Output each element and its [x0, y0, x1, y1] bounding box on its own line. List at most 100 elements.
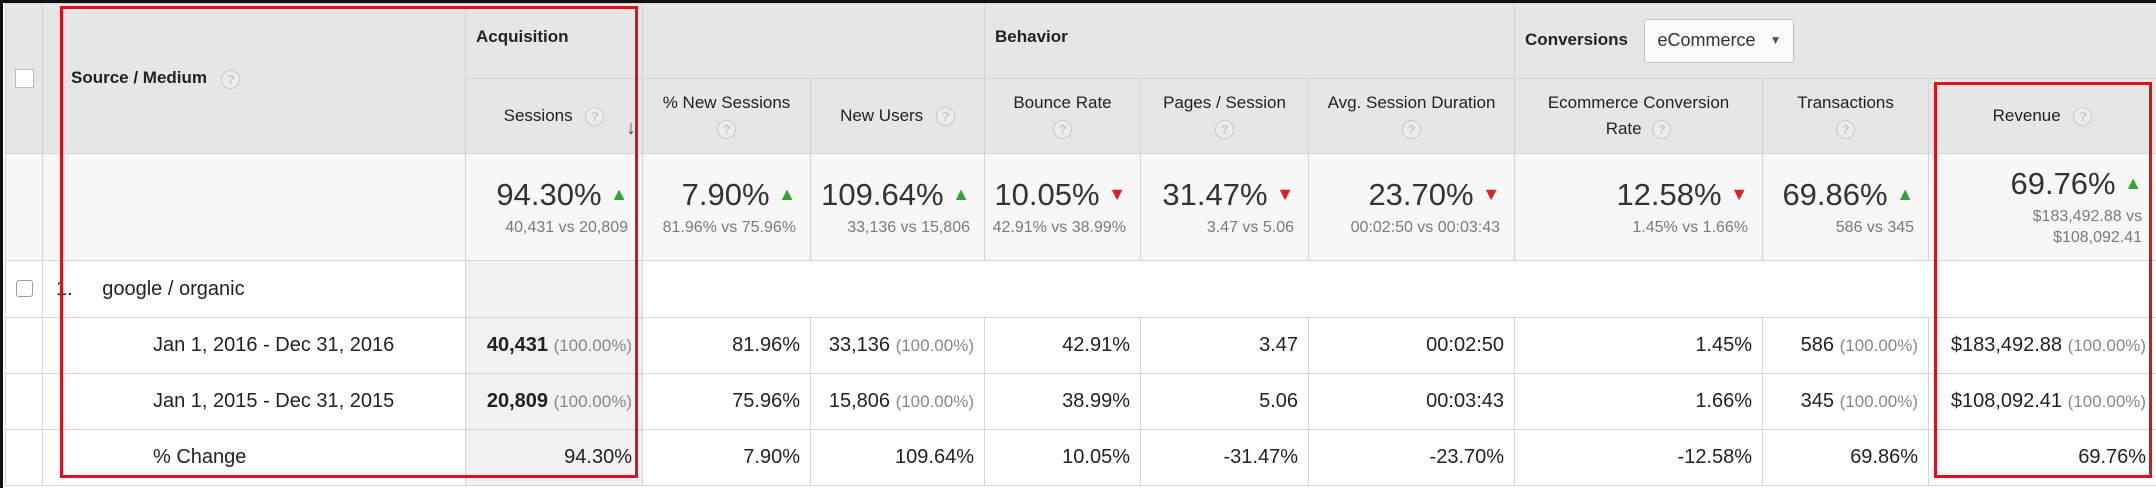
- cell-transactions-value: 345: [1800, 390, 1835, 412]
- cell-revenue: $108,092.41 (100.00%): [1928, 373, 2156, 430]
- row-checkbox-spacer: [5, 317, 43, 374]
- trend-down-icon: ▼: [1108, 183, 1126, 204]
- help-icon[interactable]: ?: [717, 120, 736, 140]
- col-transactions[interactable]: Transactions ?: [1762, 78, 1930, 154]
- summary-compare: 42.91% vs 38.99%: [992, 218, 1126, 236]
- cell-sessions-pct: (100.00%): [553, 392, 632, 411]
- change-new-sessions: 7.90%: [642, 429, 811, 486]
- cell-transactions-pct: (100.00%): [1839, 336, 1919, 355]
- summary-cell: 7.90% ▲ 81.96% vs 75.96%: [642, 153, 811, 261]
- col-ecommerce-conversion-rate[interactable]: Ecommerce Conversion Rate ?: [1514, 78, 1764, 154]
- cell-avg-duration: 00:02:50: [1307, 317, 1516, 374]
- summary-value: 31.47%: [1162, 176, 1268, 212]
- cell-pages-session: 5.06: [1140, 373, 1309, 430]
- summary-value: 23.70%: [1368, 176, 1474, 212]
- cell-bounce-rate: 42.91%: [984, 317, 1141, 374]
- select-all-cell[interactable]: [5, 3, 43, 154]
- row-metrics-spacer: [641, 260, 2156, 318]
- col-conv-rate-label: Ecommerce Conversion Rate: [1547, 93, 1730, 138]
- help-icon[interactable]: ?: [221, 69, 241, 89]
- col-new-users[interactable]: New Users ?: [810, 78, 985, 154]
- behavior-label: Behavior: [995, 27, 1068, 46]
- summary-compare: 40,431 vs 20,809: [505, 218, 628, 236]
- summary-row: 94.30% ▲ 40,431 vs 20,809 7.90% ▲ 81.96%…: [5, 153, 2156, 261]
- change-new-users: 109.64%: [810, 429, 985, 486]
- cell-sessions-pct: (100.00%): [553, 336, 632, 355]
- help-icon[interactable]: ?: [1215, 120, 1234, 140]
- cell-bounce-rate: 38.99%: [984, 373, 1141, 430]
- summary-compare: 33,136 vs 15,806: [847, 218, 970, 236]
- table-row: Jan 1, 2016 - Dec 31, 2016 40,431 (100.0…: [5, 317, 2156, 374]
- sort-descending-icon[interactable]: ↓: [626, 117, 636, 139]
- cell-revenue-pct: (100.00%): [2067, 336, 2147, 355]
- cell-pages-session: 3.47: [1140, 317, 1309, 374]
- help-icon[interactable]: ?: [2073, 107, 2093, 127]
- col-pages-session[interactable]: Pages / Session ?: [1140, 78, 1309, 154]
- source-medium-header[interactable]: Source / Medium ?: [42, 3, 466, 154]
- row-checkbox[interactable]: [15, 280, 33, 298]
- help-icon[interactable]: ?: [1402, 120, 1422, 140]
- col-revenue-label: Revenue: [1992, 106, 2061, 125]
- row-sessions-spacer: [465, 260, 643, 318]
- col-sessions[interactable]: Sessions ? ↓: [465, 78, 643, 154]
- col-revenue[interactable]: Revenue ?: [1928, 78, 2156, 154]
- help-icon[interactable]: ?: [1652, 120, 1672, 140]
- summary-value: 109.64%: [821, 176, 944, 212]
- summary-cell: 69.86% ▲ 586 vs 345: [1762, 153, 1930, 261]
- cell-new-users-value: 15,806: [828, 390, 890, 412]
- trend-up-icon: ▲: [778, 183, 796, 204]
- trend-down-icon: ▼: [1482, 183, 1501, 204]
- report-table: Source / Medium ? Acquisition Behavior C…: [5, 3, 2156, 486]
- acquisition-label: Acquisition: [476, 27, 569, 46]
- select-all-checkbox[interactable]: [14, 69, 34, 88]
- summary-cell: 10.05% ▼ 42.91% vs 38.99%: [984, 153, 1141, 261]
- col-avg-duration-label: Avg. Session Duration: [1327, 93, 1496, 112]
- period-label: Jan 1, 2015 - Dec 31, 2015: [42, 373, 466, 430]
- col-pages-session-label: Pages / Session: [1163, 93, 1286, 112]
- cell-transactions-value: 586: [1800, 334, 1835, 356]
- summary-compare: 3.47 vs 5.06: [1206, 218, 1294, 236]
- change-avg-duration: -23.70%: [1307, 429, 1516, 486]
- cell-transactions-pct: (100.00%): [1839, 392, 1919, 411]
- change-pages-session: -31.47%: [1140, 429, 1309, 486]
- header-column-row: Sessions ? ↓ % New Sessions ? New Users …: [6, 78, 2156, 154]
- summary-cell: 12.58% ▼ 1.45% vs 1.66%: [1514, 153, 1764, 261]
- row-checkbox-cell[interactable]: [5, 260, 43, 318]
- trend-down-icon: ▼: [1276, 183, 1294, 204]
- cell-new-sessions: 81.96%: [642, 317, 811, 374]
- summary-value: 10.05%: [994, 176, 1100, 212]
- cell-revenue-pct: (100.00%): [2067, 392, 2147, 411]
- cell-sessions-value: 40,431: [486, 334, 548, 356]
- cell-new-users-value: 33,136: [828, 334, 890, 356]
- row-source-medium-link[interactable]: google / organic: [102, 277, 245, 300]
- help-icon[interactable]: ?: [1836, 120, 1856, 140]
- summary-cell: 109.64% ▲ 33,136 vs 15,806: [810, 153, 985, 261]
- table-row: Jan 1, 2015 - Dec 31, 2015 20,809 (100.0…: [5, 373, 2156, 430]
- col-bounce-rate-label: Bounce Rate: [1013, 93, 1112, 112]
- help-icon[interactable]: ?: [585, 107, 605, 127]
- trend-down-icon: ▼: [1730, 183, 1749, 204]
- acquisition-group-spacer: [642, 3, 985, 79]
- summary-label-spacer: [42, 153, 466, 261]
- conversions-group-header: Conversions eCommerce ▼: [1514, 3, 2156, 79]
- conversions-goal-dropdown[interactable]: eCommerce ▼: [1644, 19, 1795, 63]
- col-avg-session-duration[interactable]: Avg. Session Duration ?: [1307, 78, 1516, 154]
- help-icon[interactable]: ?: [1053, 120, 1072, 140]
- highlight-box-source-sessions: [60, 6, 638, 478]
- source-medium-label: Source / Medium: [71, 68, 208, 88]
- col-bounce-rate[interactable]: Bounce Rate ?: [984, 78, 1141, 154]
- cell-new-users: 33,136 (100.00%): [810, 317, 985, 374]
- cell-conv-rate: 1.45%: [1514, 317, 1764, 374]
- cell-new-users-pct: (100.00%): [895, 392, 974, 411]
- help-icon[interactable]: ?: [935, 107, 955, 127]
- row-checkbox-spacer: [5, 373, 43, 430]
- cell-sessions: 40,431 (100.00%): [465, 317, 643, 374]
- acquisition-group-header: Acquisition: [465, 3, 643, 79]
- summary-cell: 31.47% ▼ 3.47 vs 5.06: [1140, 153, 1309, 261]
- header-group-row: Source / Medium ? Acquisition Behavior C…: [5, 3, 2156, 154]
- col-new-sessions[interactable]: % New Sessions ?: [642, 78, 811, 154]
- summary-value: 69.86%: [1782, 176, 1888, 212]
- highlight-box-revenue: [1934, 82, 2152, 478]
- trend-up-icon: ▲: [610, 183, 628, 204]
